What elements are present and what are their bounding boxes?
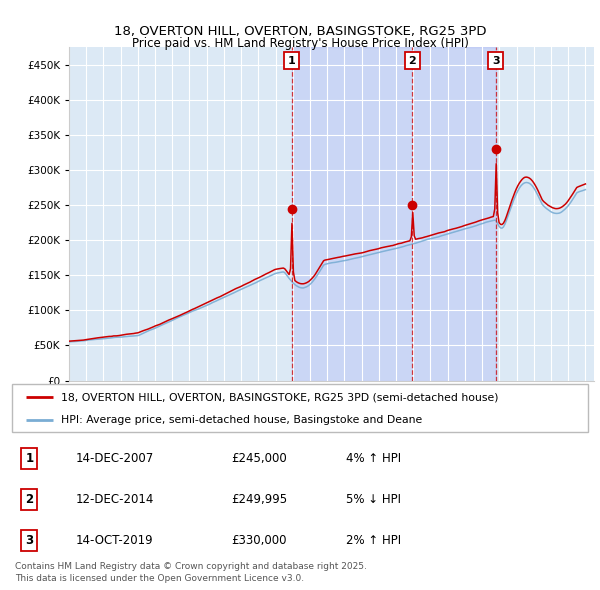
Text: 1: 1 — [25, 452, 34, 465]
Text: 18, OVERTON HILL, OVERTON, BASINGSTOKE, RG25 3PD (semi-detached house): 18, OVERTON HILL, OVERTON, BASINGSTOKE, … — [61, 392, 499, 402]
Text: 2: 2 — [25, 493, 34, 506]
Text: £249,995: £249,995 — [231, 493, 287, 506]
Text: HPI: Average price, semi-detached house, Basingstoke and Deane: HPI: Average price, semi-detached house,… — [61, 415, 422, 425]
Text: 12-DEC-2014: 12-DEC-2014 — [76, 493, 154, 506]
Text: 4% ↑ HPI: 4% ↑ HPI — [346, 452, 401, 465]
Text: Price paid vs. HM Land Registry's House Price Index (HPI): Price paid vs. HM Land Registry's House … — [131, 37, 469, 50]
Bar — [292, 47, 496, 381]
Text: 1: 1 — [288, 55, 296, 65]
Text: 14-DEC-2007: 14-DEC-2007 — [76, 452, 154, 465]
Text: Contains HM Land Registry data © Crown copyright and database right 2025.
This d: Contains HM Land Registry data © Crown c… — [15, 562, 367, 583]
Text: £245,000: £245,000 — [231, 452, 287, 465]
Text: 3: 3 — [25, 534, 34, 547]
Text: 3: 3 — [492, 55, 500, 65]
Text: £330,000: £330,000 — [231, 534, 286, 547]
Text: 18, OVERTON HILL, OVERTON, BASINGSTOKE, RG25 3PD: 18, OVERTON HILL, OVERTON, BASINGSTOKE, … — [114, 25, 486, 38]
Text: 2: 2 — [409, 55, 416, 65]
Text: 14-OCT-2019: 14-OCT-2019 — [76, 534, 153, 547]
Text: 5% ↓ HPI: 5% ↓ HPI — [346, 493, 401, 506]
FancyBboxPatch shape — [12, 384, 588, 432]
Text: 2% ↑ HPI: 2% ↑ HPI — [346, 534, 401, 547]
